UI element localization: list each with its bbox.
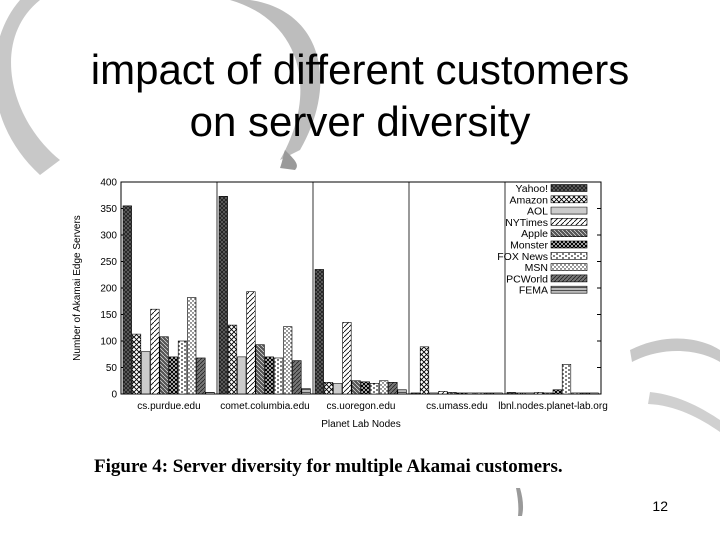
bar-aol-4 <box>525 392 535 395</box>
x-tick-label: cs.purdue.edu <box>137 401 200 412</box>
bar-pcworld-4 <box>580 392 590 395</box>
bar-monster-2 <box>360 381 370 395</box>
y-tick-label: 50 <box>106 363 118 374</box>
bar-nytimes-0 <box>150 308 160 395</box>
bar-amazon-3 <box>419 346 430 395</box>
figure-caption: Figure 4: Server diversity for multiple … <box>94 456 563 477</box>
bar-amazon-2 <box>323 382 334 395</box>
legend-swatch <box>550 240 588 249</box>
bar-amazon-0 <box>131 333 142 395</box>
bar-aol-2 <box>333 383 343 395</box>
bar-fox-news-0 <box>177 340 188 395</box>
bar-apple-1 <box>255 344 265 395</box>
bar-pcworld-0 <box>196 357 206 395</box>
legend-swatch <box>550 263 588 271</box>
bar-apple-4 <box>543 392 553 395</box>
bar-fox-news-2 <box>369 383 380 395</box>
bar-apple-0 <box>159 336 169 395</box>
bar-fox-news-1 <box>273 357 284 395</box>
y-tick-label: 0 <box>111 390 117 401</box>
legend-label: Apple <box>521 228 548 240</box>
bar-nytimes-2 <box>342 322 352 395</box>
bar-fema-4 <box>589 392 599 395</box>
y-tick-label: 400 <box>100 178 117 189</box>
legend-label: NYTimes <box>505 217 548 229</box>
bar-msn-3 <box>475 392 485 395</box>
legend-label: Amazon <box>509 194 548 206</box>
bar-pcworld-3 <box>484 392 494 395</box>
y-tick-label: 100 <box>100 337 117 348</box>
bar-aol-3 <box>429 392 439 395</box>
x-tick-label: comet.columbia.edu <box>220 401 310 412</box>
bar-yahoo--4 <box>506 392 516 395</box>
bar-msn-1 <box>283 326 293 395</box>
bar-monster-3 <box>456 392 466 395</box>
legend-label: Yahoo! <box>516 183 549 195</box>
bar-apple-2 <box>351 380 361 395</box>
bar-yahoo--3 <box>410 392 420 395</box>
bar-yahoo--0 <box>122 205 132 395</box>
bar-pcworld-1 <box>292 360 302 395</box>
legend-label: AOL <box>527 206 548 218</box>
bar-msn-4 <box>571 392 581 395</box>
x-tick-label: cs.uoregon.edu <box>327 401 396 412</box>
bar-fema-2 <box>397 389 407 395</box>
y-tick-label: 250 <box>100 257 117 268</box>
bar-apple-3 <box>447 392 457 395</box>
bar-msn-0 <box>187 297 197 395</box>
x-tick-label: lbnl.nodes.planet-lab.org <box>498 401 608 412</box>
y-tick-label: 150 <box>100 310 117 321</box>
legend-label: FOX News <box>497 251 548 263</box>
legend-label: MSN <box>525 262 548 274</box>
y-tick-label: 350 <box>100 204 117 215</box>
x-tick-label: cs.umass.edu <box>426 401 488 412</box>
legend-swatch <box>550 274 588 283</box>
bar-yahoo--1 <box>218 196 228 395</box>
bar-amazon-1 <box>227 324 238 395</box>
legend-swatch <box>550 206 588 215</box>
page-number: 12 <box>652 498 668 514</box>
bar-chart: 0 50 100 150 200 250 300 350 400 cs.purdue.edu com… <box>72 178 608 431</box>
bar-nytimes-4 <box>534 392 544 395</box>
bar-monster-4 <box>552 389 562 395</box>
bar-monster-0 <box>168 356 178 395</box>
slide-title-line-2: on server diversity <box>189 98 531 145</box>
bar-fema-3 <box>493 392 503 395</box>
legend-swatch <box>550 285 588 294</box>
legend-label: FEMA <box>519 285 548 297</box>
bar-nytimes-1 <box>246 291 256 395</box>
bar-aol-0 <box>141 351 151 395</box>
bar-fox-news-4 <box>561 364 572 395</box>
bar-aol-1 <box>237 356 247 395</box>
bar-nytimes-3 <box>438 391 448 395</box>
bar-pcworld-2 <box>388 382 398 395</box>
legend-swatch <box>550 195 588 204</box>
y-axis-label: Number of Akamai Edge Servers <box>72 215 83 361</box>
bar-monster-1 <box>264 356 274 395</box>
slide-title: impact of different customers on server … <box>40 44 680 148</box>
bar-fema-0 <box>205 392 215 395</box>
bar-amazon-4 <box>515 392 526 395</box>
legend-label: PCWorld <box>506 273 548 285</box>
slide-title-line-1: impact of different customers <box>90 46 630 93</box>
x-axis-label: Planet Lab Nodes <box>321 419 401 430</box>
legend-swatch <box>550 252 588 260</box>
bar-fema-1 <box>301 388 311 395</box>
bar-fox-news-3 <box>465 392 476 395</box>
y-tick-label: 200 <box>100 284 117 295</box>
legend-swatch <box>550 218 588 226</box>
bar-yahoo--2 <box>314 269 324 395</box>
bar-msn-2 <box>379 380 389 395</box>
legend-label: Monster <box>510 240 548 252</box>
legend-swatch <box>550 184 588 192</box>
legend-swatch <box>550 229 588 238</box>
y-tick-label: 300 <box>100 231 117 242</box>
